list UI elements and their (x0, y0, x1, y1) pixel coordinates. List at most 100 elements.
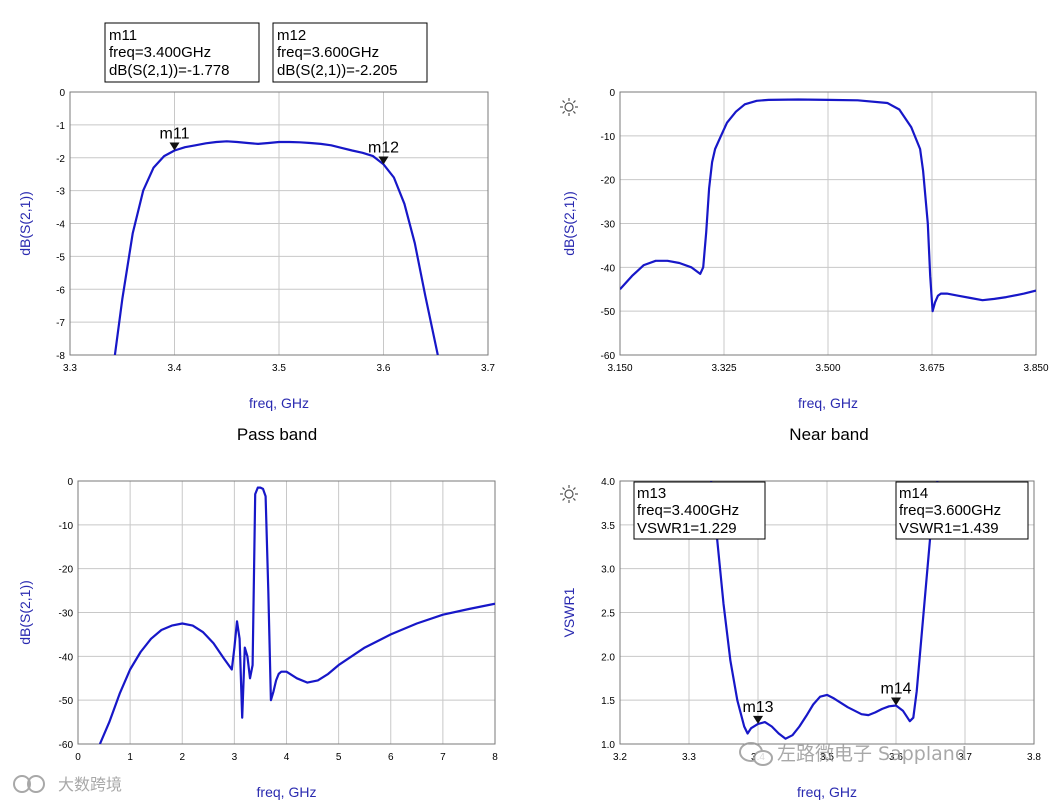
marker-box-m14: m14 freq=3.600GHz VSWR1=1.439 (895, 481, 1029, 540)
y-axis-label: dB(S(2,1)) (17, 191, 33, 256)
series-line (620, 98, 1036, 313)
x-tick-label: 3.150 (607, 363, 632, 374)
plot-frame (77, 480, 496, 745)
y-tick-label: -50 (601, 307, 616, 318)
marker-box-line: freq=3.400GHz (109, 44, 211, 61)
watermark-badge: 大数跨境 (13, 775, 122, 794)
x-tick-label: 1 (127, 752, 133, 763)
y-tick-label: -30 (59, 609, 74, 620)
y-tick-label: -6 (56, 285, 65, 296)
x-tick-label: 8 (492, 752, 498, 763)
x-tick-label: 3.5 (820, 752, 834, 763)
marker-label: m12 (368, 139, 399, 156)
plot-frame (619, 480, 1035, 745)
watermark-badge-text: 大数跨境 (58, 775, 122, 794)
marker-box-line: freq=3.600GHz (899, 502, 1001, 519)
x-tick-label: 3.675 (919, 363, 944, 374)
x-tick-label: 3.5 (272, 363, 286, 374)
chart-passband: 3.3 3.4 3.5 3.6 3.7 0 -1 -2 -3 -4 -5 -6 -7 -8 freq, GH… (17, 88, 495, 411)
marker-box-line: dB(S(2,1))=-1.778 (109, 62, 229, 79)
x-tick-label: 3.3 (682, 752, 696, 763)
x-tick-label: 3.8 (1027, 752, 1041, 763)
marker-box-line: freq=3.400GHz (637, 502, 739, 519)
marker-box-line: dB(S(2,1))=-2.205 (277, 62, 397, 79)
marker-triangle[interactable] (378, 156, 389, 165)
y-tick-label: -40 (59, 652, 74, 663)
marker-box-m11: m11 freq=3.400GHz dB(S(2,1))=-1.778 (104, 22, 260, 83)
x-tick-label: 3.4 (168, 363, 182, 374)
y-tick-label: -10 (59, 521, 74, 532)
x-tick-label: 3.850 (1023, 363, 1048, 374)
x-axis-label: freq, GHz (798, 395, 858, 411)
x-tick-label: 5 (336, 752, 342, 763)
y-tick-label: -20 (59, 565, 74, 576)
badge-logo-icon (13, 775, 45, 793)
y-tick-label: -1 (56, 121, 65, 132)
marker-box-line: VSWR1=1.229 (637, 520, 737, 537)
y-tick-label: -40 (601, 263, 616, 274)
y-tick-label: -60 (601, 351, 616, 362)
series-line (710, 481, 939, 740)
x-tick-label: 3.6 (889, 752, 903, 763)
x-tick-label: 6 (388, 752, 394, 763)
y-tick-label: -20 (601, 176, 616, 187)
chart-wideband: 0 1 2 3 4 5 6 7 8 0 -10 -20 -30 -40 -50 -60 freq, GHz dB(… (17, 477, 498, 800)
marker-box-line: m13 (637, 485, 666, 502)
marker-box-line: m11 (109, 27, 137, 44)
y-tick-label: -8 (56, 351, 65, 362)
y-tick-label: 2.0 (601, 652, 615, 663)
y-tick-label: -4 (56, 220, 65, 231)
y-tick-label: 1.5 (601, 696, 615, 707)
y-axis-label: VSWR1 (561, 587, 577, 637)
y-tick-label: -3 (56, 187, 65, 198)
plot-frame (619, 91, 1037, 356)
y-tick-label: 0 (67, 477, 73, 488)
marker-triangle[interactable] (753, 715, 763, 724)
y-tick-label: 0 (609, 88, 615, 99)
x-tick-label: 3.325 (711, 363, 736, 374)
series-line (98, 486, 495, 744)
y-tick-label: 4.0 (601, 477, 615, 488)
y-tick-label: -30 (601, 220, 616, 231)
x-tick-label: 3 (232, 752, 238, 763)
chart-vswr: 3.23.33.43.53.63.73.84.03.53.02.52.01.51… (561, 477, 1041, 800)
settings-sun-icon[interactable] (560, 98, 578, 116)
x-tick-label: 3.6 (377, 363, 391, 374)
y-tick-label: -60 (59, 740, 74, 751)
chart-caption-nearband: Near band (789, 425, 868, 444)
y-axis-label: dB(S(2,1)) (561, 191, 577, 256)
x-tick-label: 2 (179, 752, 185, 763)
x-tick-label: 3.7 (958, 752, 972, 763)
x-axis-label: freq, GHz (249, 395, 309, 411)
series-line (113, 140, 439, 355)
marker-box-m13: m13 freq=3.400GHz VSWR1=1.229 (633, 481, 766, 540)
x-tick-label: 3.7 (481, 363, 495, 374)
watermark-brand-text: 左路微电子 Sappland (777, 743, 967, 765)
marker-label: m13 (742, 699, 773, 716)
wechat-icon (739, 742, 773, 766)
x-tick-label: 0 (75, 752, 81, 763)
x-tick-label: 7 (440, 752, 446, 763)
x-tick-label: 3.3 (63, 363, 77, 374)
marker-box-line: m14 (899, 485, 928, 502)
marker-triangle[interactable] (891, 697, 901, 706)
chart-nearband: 3.150 3.325 3.500 3.675 3.850 0 -10 -20 -30 -40 -5… (561, 88, 1049, 411)
y-tick-label: -10 (601, 132, 616, 143)
settings-sun-icon[interactable] (560, 485, 578, 503)
chart-caption-passband: Pass band (237, 425, 317, 444)
marker-box-line: m12 (277, 27, 306, 44)
x-tick-label: 4 (284, 752, 290, 763)
marker-label: m11 (160, 125, 190, 142)
x-axis-label: freq, GHz (257, 784, 317, 800)
y-tick-label: 1.0 (601, 740, 615, 751)
marker-box-line: VSWR1=1.439 (899, 520, 999, 537)
marker-box-line: freq=3.600GHz (277, 44, 379, 61)
x-tick-label: 3.500 (815, 363, 840, 374)
y-tick-label: 3.5 (601, 521, 615, 532)
y-tick-label: 0 (59, 88, 65, 99)
y-tick-label: -2 (56, 154, 65, 165)
marker-triangle[interactable] (169, 142, 180, 151)
y-tick-label: -7 (56, 318, 65, 329)
y-tick-label: 3.0 (601, 565, 615, 576)
